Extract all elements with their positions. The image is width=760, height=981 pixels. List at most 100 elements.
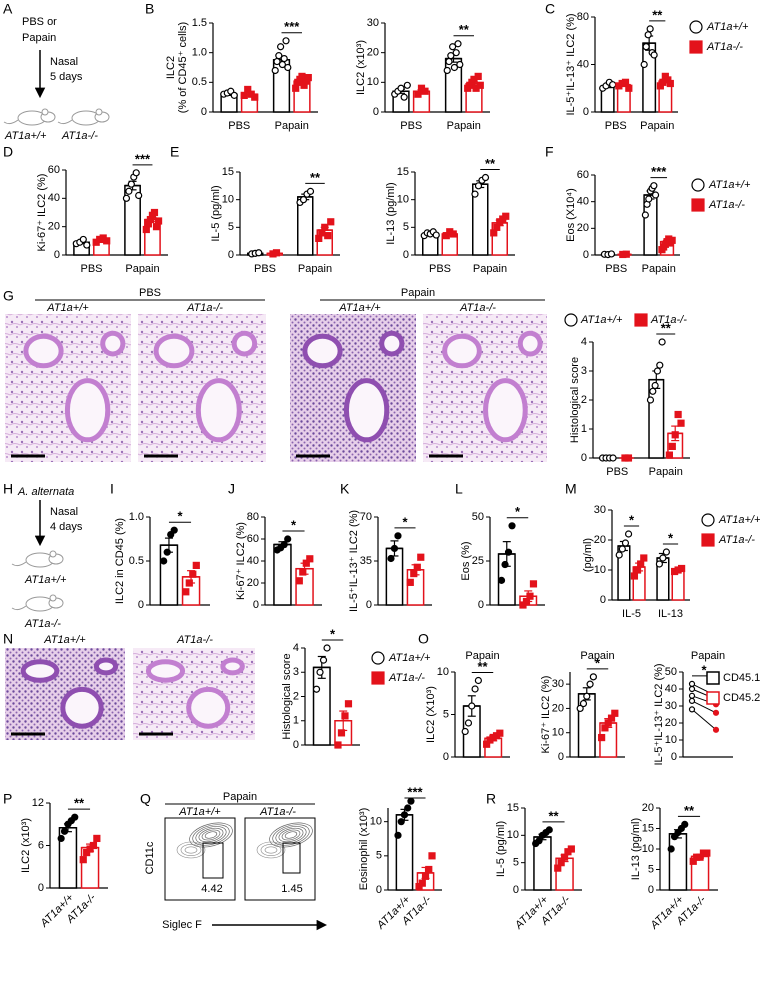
data-point xyxy=(390,544,399,553)
x-tick-label: Papain xyxy=(298,263,332,275)
y-tick-label: 1.0 xyxy=(192,47,207,59)
flow-gate xyxy=(202,842,224,879)
x-tick-label: Papain xyxy=(642,263,676,275)
data-point xyxy=(646,396,655,404)
data-point xyxy=(712,709,720,716)
panel-letter: F xyxy=(545,144,554,160)
legend-marker xyxy=(701,513,715,527)
data-point xyxy=(282,37,290,45)
y-tick-label: 12 xyxy=(32,797,44,809)
data-point xyxy=(432,231,440,239)
mouse-tail xyxy=(3,119,19,125)
panel-letter: J xyxy=(228,481,235,497)
data-point xyxy=(624,530,633,538)
panel-letter: N xyxy=(3,631,13,647)
data-point xyxy=(71,813,79,821)
mouse-tail xyxy=(57,119,73,125)
y-tick-label: 5 xyxy=(443,708,449,720)
y-tick-label: 0 xyxy=(403,249,409,261)
data-point xyxy=(461,727,469,736)
data-point xyxy=(324,232,332,240)
flow-title: Papain xyxy=(223,791,257,803)
flow-contour xyxy=(201,829,221,841)
data-point xyxy=(417,553,425,561)
significance-label: ** xyxy=(459,22,470,37)
genotype-label: AT1a+/+ xyxy=(43,634,86,646)
legend-marker xyxy=(634,313,648,327)
y-tick-label: 0 xyxy=(373,106,379,118)
mouse-icon xyxy=(57,108,110,126)
significance-label: *** xyxy=(651,164,667,179)
data-point xyxy=(316,668,324,676)
panel-letter: P xyxy=(3,791,12,807)
y-tick-label: 0 xyxy=(138,599,144,611)
genotype-label: AT1a+/+ xyxy=(178,806,221,818)
x-tick-label: PBS xyxy=(80,263,102,275)
y-tick-label: 15 xyxy=(642,822,654,834)
y-tick-label: 10 xyxy=(665,734,677,746)
data-point xyxy=(529,580,538,588)
significance-label: *** xyxy=(284,19,300,34)
data-point xyxy=(474,676,482,685)
data-point xyxy=(656,361,664,369)
y-tick-label: 20 xyxy=(48,221,60,233)
y-axis-label: IL-13 (pg/ml) xyxy=(630,818,642,880)
panel-letter: H xyxy=(3,481,13,497)
data-point xyxy=(637,560,645,568)
data-point xyxy=(125,187,133,195)
data-point xyxy=(79,856,87,864)
data-point xyxy=(79,235,87,244)
airway xyxy=(483,378,528,443)
significance-label: ** xyxy=(652,7,663,22)
data-point xyxy=(567,845,575,853)
data-point xyxy=(474,182,483,190)
y-tick-label: 0 xyxy=(376,884,382,896)
data-point xyxy=(674,410,682,419)
genotype-label: AT1a+/+ xyxy=(24,574,67,586)
y-tick-label: 0 xyxy=(600,594,606,606)
data-point xyxy=(306,555,314,563)
data-point xyxy=(280,54,288,63)
x-tick-label: PBS xyxy=(429,263,451,275)
flow-contour xyxy=(184,846,198,854)
significance-label: ** xyxy=(74,796,85,811)
data-point xyxy=(703,849,711,857)
data-point xyxy=(649,387,657,395)
data-point xyxy=(312,685,321,693)
legend-label: AT1a+/+ xyxy=(706,21,749,33)
y-tick-label: 20 xyxy=(594,534,606,546)
y-tick-label: 0 xyxy=(366,599,372,611)
data-point xyxy=(665,451,673,459)
y-tick-label: 40 xyxy=(48,192,60,204)
data-point xyxy=(622,250,630,258)
x-tick-label: IL-5 xyxy=(622,608,641,620)
data-point xyxy=(150,208,159,217)
flow-contour xyxy=(272,824,310,846)
data-point xyxy=(394,831,402,839)
data-point xyxy=(688,706,696,713)
panel-letter: G xyxy=(3,288,14,304)
data-point xyxy=(418,879,426,887)
y-tick-label: 0.5 xyxy=(192,76,207,88)
gate-value: 4.42 xyxy=(201,883,222,895)
flow-plot-frame xyxy=(164,817,236,901)
data-point xyxy=(688,680,696,688)
panel-letter: C xyxy=(545,1,555,17)
y-tick-label: 10 xyxy=(594,564,606,576)
data-point xyxy=(387,554,395,563)
legend-marker xyxy=(689,40,703,54)
chart-title: Papain xyxy=(580,650,614,662)
y-axis-label: IL-5 (pg/ml) xyxy=(210,185,222,241)
y-tick-label: 80 xyxy=(247,511,259,523)
genotype-label: AT1a-/- xyxy=(176,634,213,646)
data-point xyxy=(403,81,411,89)
legend-marker xyxy=(701,533,715,547)
data-point xyxy=(230,91,238,99)
y-tick-label: 30 xyxy=(552,678,564,690)
data-point xyxy=(319,656,328,664)
data-point xyxy=(589,673,597,681)
data-point xyxy=(646,25,654,33)
data-point xyxy=(650,182,658,190)
data-point xyxy=(576,704,584,713)
flow-contour xyxy=(278,827,304,843)
